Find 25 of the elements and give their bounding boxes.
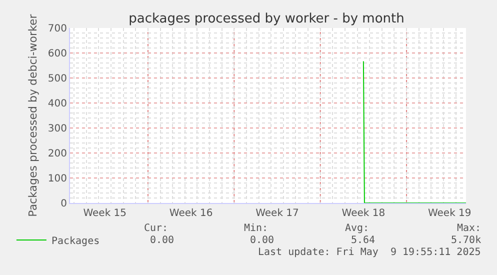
y-tick-label: 0 xyxy=(60,198,67,210)
x-tick-label: Week 18 xyxy=(342,208,386,219)
text: Cur: xyxy=(144,223,168,234)
text: 5.70k xyxy=(451,235,482,246)
y-tick-label: 200 xyxy=(48,148,67,160)
y-tick-label: 300 xyxy=(48,124,67,134)
y-tick-label: 400 xyxy=(48,98,67,110)
y-tick-label: 600 xyxy=(48,48,67,60)
x-tick-label: Week 19 xyxy=(428,208,472,219)
text: 0.00 xyxy=(150,235,174,246)
y-tick-label: 500 xyxy=(48,74,67,84)
legend-label: Packages xyxy=(51,236,100,247)
y-axis-title: Packages processed by debci-worker xyxy=(26,14,40,217)
y-tick-label: 100 xyxy=(48,174,67,184)
text: 0.00 xyxy=(250,235,274,246)
x-tick-label: Week 15 xyxy=(83,208,127,219)
text: Min: xyxy=(244,223,268,234)
y-tick-label: 700 xyxy=(48,24,67,34)
x-tick-label: Week 17 xyxy=(256,208,299,219)
text: Avg: xyxy=(345,223,370,234)
x-tick-label: Week 16 xyxy=(169,208,213,219)
text: Last update: Fri May 9 19:55:11 2025 xyxy=(258,247,481,258)
text: Max: xyxy=(457,223,482,234)
chart-title: packages processed by worker - by month xyxy=(128,12,404,27)
text: 5.64 xyxy=(351,235,376,246)
